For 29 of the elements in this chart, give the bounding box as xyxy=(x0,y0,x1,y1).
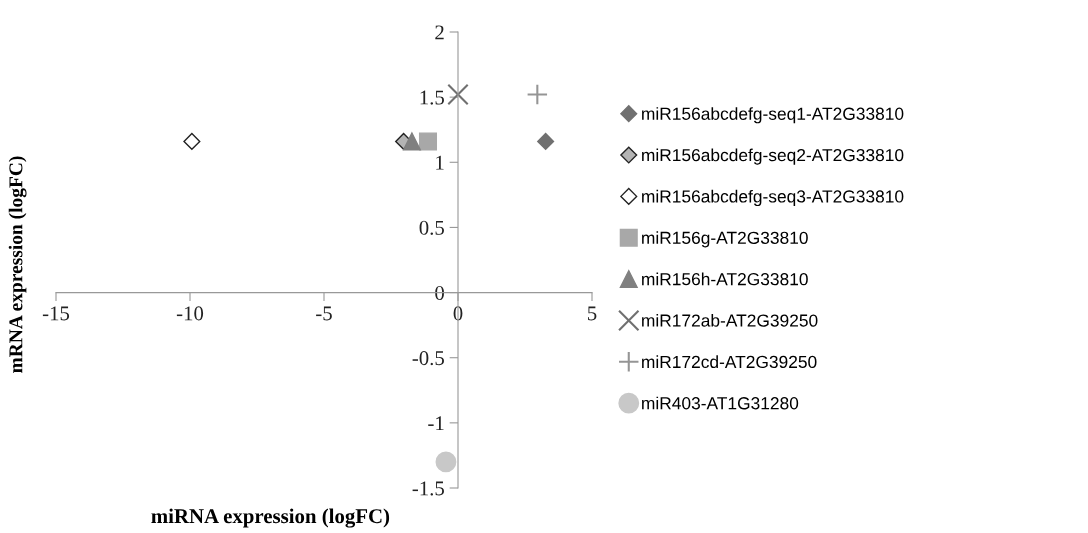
legend-label: miR156h-AT2G33810 xyxy=(642,272,808,286)
legend-label: miR156abcdefg-seq1-AT2G33810 xyxy=(642,107,904,124)
x-axis-title: miRNA expression (logFC) xyxy=(151,508,390,528)
x-tick-label: 5 xyxy=(588,306,597,321)
point xyxy=(447,83,469,106)
point xyxy=(402,132,421,151)
point xyxy=(526,83,549,106)
y-tick-label: 2 xyxy=(435,25,444,40)
point xyxy=(418,132,438,151)
y-tick-label: -1 xyxy=(428,416,444,431)
legend-label: miR156abcdefg-seq3-AT2G33810 xyxy=(642,189,904,207)
x-tick-label: -5 xyxy=(316,306,332,321)
point xyxy=(435,451,457,473)
y-tick-label: 0.5 xyxy=(419,220,444,235)
legend-label: miR156abcdefg-seq2-AT2G33810 xyxy=(642,148,904,165)
point xyxy=(537,132,555,150)
y-tick-label: 1.5 xyxy=(420,90,444,105)
legend-label: miR172cd-AT2G39250 xyxy=(642,355,817,369)
legend-label: miR172ab-AT2G39250 xyxy=(642,313,818,327)
point xyxy=(183,132,201,150)
y-tick-label: -1.5 xyxy=(412,481,444,496)
y-tick-label: -0.5 xyxy=(412,351,444,366)
legend-label: miR156g-AT2G33810 xyxy=(642,231,808,248)
x-tick-label: -10 xyxy=(176,306,204,321)
y-tick-label: 1 xyxy=(436,155,444,170)
x-tick-label: 0 xyxy=(453,306,463,321)
y-axis-title: mRNA expression (logFC) xyxy=(8,156,27,373)
legend-label: miR403-AT1G31280 xyxy=(642,396,799,410)
x-tick-label: -15 xyxy=(42,306,70,321)
